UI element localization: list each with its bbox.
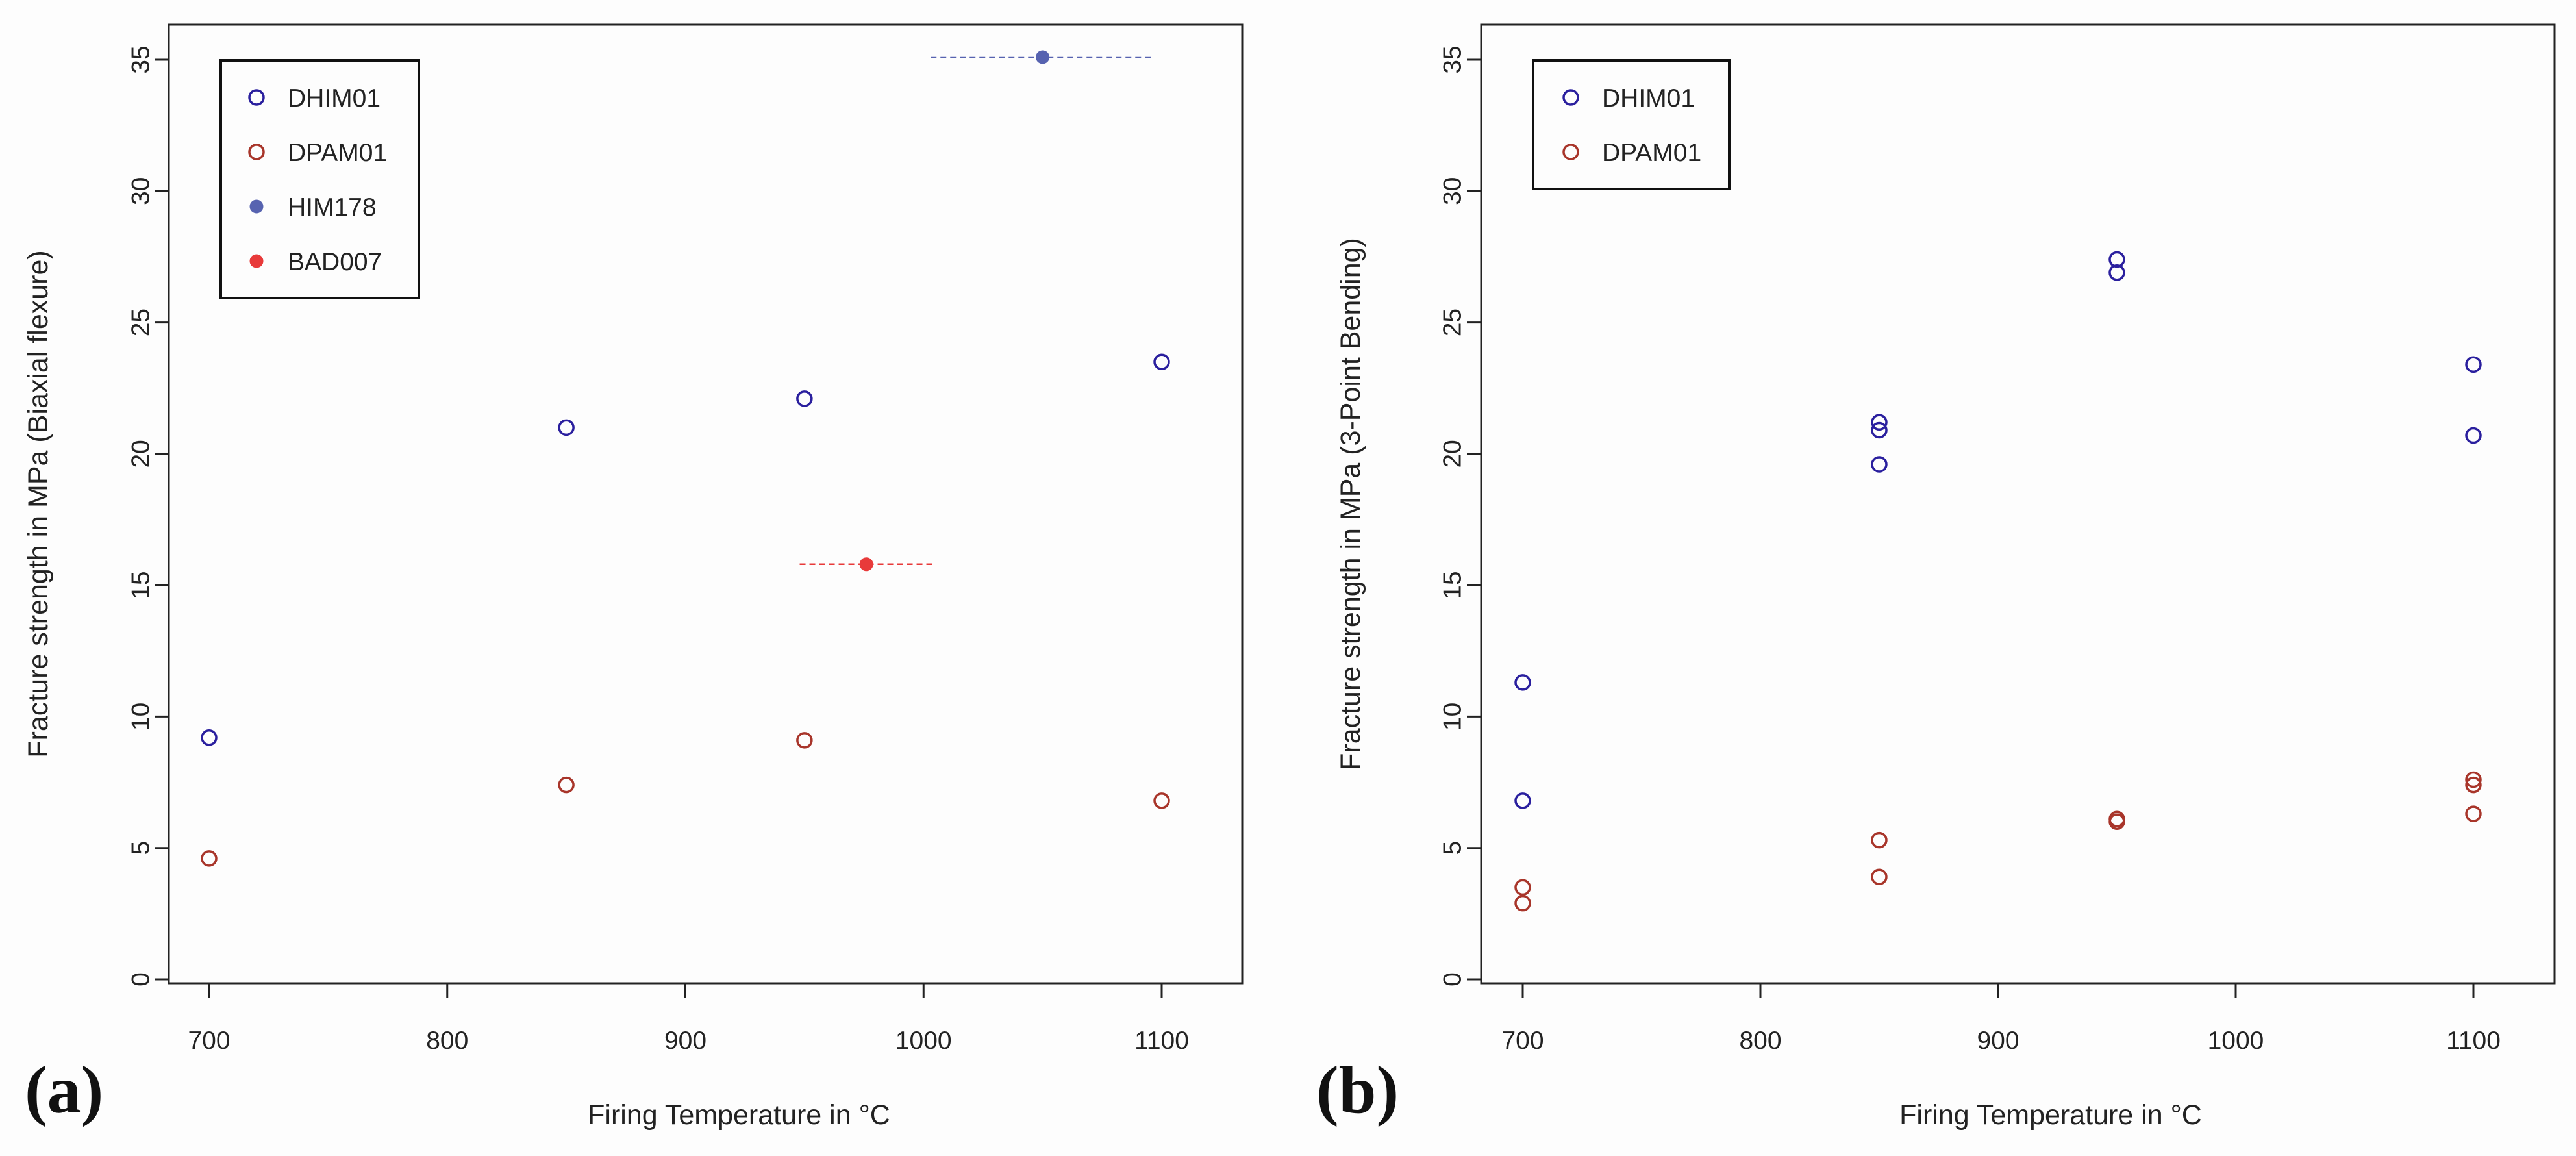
data-point-dhim01 (1153, 353, 1170, 371)
data-point-bad007 (859, 557, 873, 572)
y-tick-label: 30 (127, 177, 155, 205)
legend-label-him178: HIM178 (288, 194, 377, 221)
y-tick-label: 20 (127, 440, 155, 468)
data-point-dhim01 (2108, 251, 2125, 268)
legend-a: DHIM01 DPAM01 HIM178 BAD007 (219, 59, 420, 299)
data-point-dhim01 (1514, 792, 1531, 809)
legend-marker-dpam01 (248, 144, 265, 160)
panel-a: 700 800 900 1000 1100 0 5 10 15 20 25 30 35 DHIM01 DP… (23, 23, 1244, 1131)
x-tick-label: 900 (664, 1027, 707, 1055)
y-tick-label: 5 (127, 841, 155, 855)
legend-marker-dhim01 (248, 89, 265, 106)
legend-marker-dpam01 (1562, 144, 1579, 160)
legend-label-dhim01: DHIM01 (1602, 84, 1695, 112)
data-point-dpam01 (1514, 894, 1531, 912)
y-tick-label: 0 (127, 972, 155, 986)
data-point-dpam01 (796, 732, 813, 749)
data-point-dpam01 (1153, 792, 1170, 809)
legend-label-dpam01: DPAM01 (288, 139, 387, 167)
legend-label-bad007: BAD007 (288, 248, 382, 276)
y-tick-label: 10 (127, 703, 155, 731)
legend-marker-him178 (249, 199, 264, 214)
data-point-dpam01 (2465, 771, 2482, 788)
y-tick-label: 35 (1439, 45, 1467, 73)
ticks-b: 700 800 900 1000 1100 0 5 10 15 20 25 30 35 (1439, 45, 2501, 1055)
data-point-dpam01 (2465, 805, 2482, 822)
y-axis-title-a: Fracture strength in MPa (Biaxial flexur… (23, 250, 54, 757)
y-tick-label: 20 (1439, 440, 1467, 468)
x-axis-title-a: Firing Temperature in °C (588, 1099, 890, 1131)
panel-label-b: (b) (1316, 1053, 1399, 1127)
data-point-dpam01 (1514, 879, 1531, 896)
data-point-dhim01 (201, 729, 218, 746)
data-point-dpam01 (201, 850, 218, 867)
x-tick-label: 900 (1977, 1027, 2019, 1055)
data-point-dhim01 (2108, 264, 2125, 281)
x-tick-label: 1000 (2208, 1027, 2264, 1055)
x-tick-label: 800 (426, 1027, 468, 1055)
data-point-dhim01 (1514, 674, 1531, 691)
data-point-dhim01 (796, 390, 813, 407)
panel-b: 700 800 900 1000 1100 0 5 10 15 20 25 30 35 DHIM01 DP… (1316, 23, 2556, 1131)
data-point-dpam01 (2465, 776, 2482, 794)
data-point-dhim01 (558, 419, 575, 436)
marks-a (201, 50, 1170, 867)
y-tick-label: 30 (1439, 177, 1467, 205)
data-point-dhim01 (1871, 414, 1888, 431)
x-tick-label: 700 (188, 1027, 230, 1055)
data-point-him178 (1036, 50, 1050, 64)
y-tick-label: 25 (1439, 308, 1467, 336)
y-tick-label: 5 (1439, 841, 1467, 855)
panel-label-a: (a) (25, 1053, 103, 1127)
marks-b (1514, 251, 2482, 912)
data-point-dhim01 (1871, 421, 1888, 439)
legend-box (1532, 59, 1731, 190)
legend-b: DHIM01 DPAM01 (1532, 59, 1731, 190)
x-axis-title-b: Firing Temperature in °C (1899, 1099, 2202, 1131)
data-point-dhim01 (2465, 427, 2482, 444)
legend-label-dhim01: DHIM01 (288, 84, 381, 112)
y-tick-label: 10 (1439, 703, 1467, 731)
x-tick-label: 700 (1501, 1027, 1544, 1055)
y-axis-title-b: Fracture strength in MPa (3-Point Bendin… (1335, 238, 1366, 770)
data-point-dhim01 (2465, 356, 2482, 373)
legend-marker-dhim01 (1562, 89, 1579, 106)
y-tick-label: 25 (127, 308, 155, 336)
x-tick-label: 800 (1739, 1027, 1781, 1055)
y-tick-label: 15 (127, 571, 155, 599)
legend-marker-bad007 (249, 254, 264, 268)
data-point-dhim01 (1871, 456, 1888, 473)
y-tick-label: 15 (1439, 571, 1467, 599)
data-point-dpam01 (1871, 868, 1888, 885)
data-point-dpam01 (558, 776, 575, 794)
legend-label-dpam01: DPAM01 (1602, 139, 1701, 167)
x-tick-label: 1000 (895, 1027, 952, 1055)
x-tick-label: 1100 (2446, 1027, 2501, 1055)
data-point-dpam01 (1871, 831, 1888, 849)
ticks-a: 700 800 900 1000 1100 0 5 10 15 20 25 30 35 (127, 45, 1189, 1055)
y-tick-label: 0 (1439, 972, 1467, 986)
data-point-dpam01 (2108, 813, 2125, 831)
x-tick-label: 1100 (1134, 1027, 1189, 1055)
y-tick-label: 35 (127, 45, 155, 73)
